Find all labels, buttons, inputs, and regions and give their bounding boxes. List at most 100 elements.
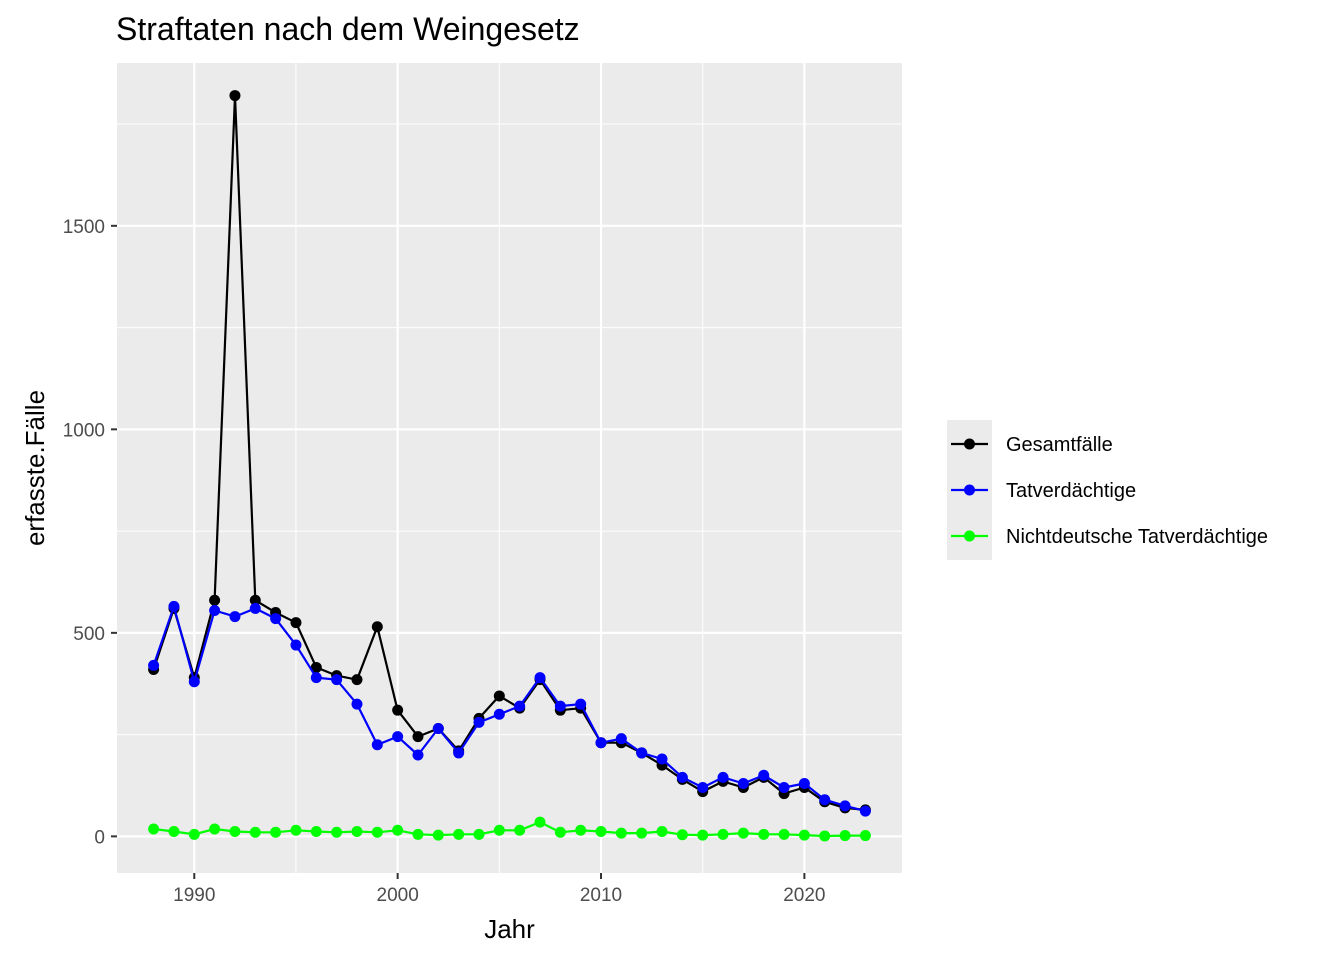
data-point xyxy=(798,777,810,789)
data-point xyxy=(554,826,566,838)
data-point xyxy=(859,805,871,817)
data-point xyxy=(514,700,526,712)
data-point xyxy=(636,747,648,759)
data-point xyxy=(758,828,770,840)
y-tick-label: 0 xyxy=(94,827,105,848)
data-point xyxy=(554,700,566,712)
data-point xyxy=(514,824,526,836)
data-point xyxy=(697,829,709,841)
x-axis-title: Jahr xyxy=(484,914,535,944)
data-point xyxy=(229,90,241,102)
data-point xyxy=(290,824,302,836)
legend-label: Gesamtfälle xyxy=(1006,434,1113,456)
data-point xyxy=(392,704,404,716)
data-point xyxy=(859,830,871,842)
data-point xyxy=(636,827,648,839)
chart-title: Straftaten nach dem Weingesetz xyxy=(116,11,580,47)
data-point xyxy=(737,827,749,839)
data-point xyxy=(209,604,221,616)
data-point xyxy=(595,825,607,837)
data-point xyxy=(392,824,404,836)
data-point xyxy=(615,827,627,839)
plot-panel xyxy=(117,63,902,873)
data-point xyxy=(473,716,485,728)
data-point xyxy=(798,829,810,841)
data-point xyxy=(351,674,363,686)
data-point xyxy=(371,739,383,751)
data-point xyxy=(351,825,363,837)
y-tick-label: 1500 xyxy=(63,217,105,238)
data-point xyxy=(270,613,282,625)
data-point xyxy=(168,825,180,837)
x-tick-label: 2020 xyxy=(783,885,825,906)
legend-label: Tatverdächtige xyxy=(1006,480,1136,502)
data-point xyxy=(493,690,505,702)
data-point xyxy=(148,823,160,835)
data-point xyxy=(493,824,505,836)
data-point xyxy=(473,828,485,840)
data-point xyxy=(229,611,241,623)
legend: Gesamtfälle Tatverdächtige Nichtdeutsche T… xyxy=(947,420,1268,560)
data-point xyxy=(290,639,302,651)
legend-marker xyxy=(964,530,975,542)
data-point xyxy=(453,828,465,840)
series-2 xyxy=(148,600,871,817)
data-point xyxy=(615,733,627,745)
x-tick-label: 2010 xyxy=(580,885,622,906)
legend-item: Nichtdeutsche Tatverdächtige xyxy=(951,526,1268,548)
data-point xyxy=(331,826,343,838)
data-point xyxy=(351,698,363,710)
data-point xyxy=(270,826,282,838)
data-point xyxy=(758,769,770,781)
data-point xyxy=(371,621,383,633)
data-point xyxy=(595,737,607,749)
data-point xyxy=(819,830,831,842)
data-point xyxy=(656,825,668,837)
legend-marker xyxy=(964,484,975,496)
data-point xyxy=(310,825,322,837)
data-point xyxy=(249,594,261,606)
data-point xyxy=(209,594,221,606)
legend-label: Nichtdeutsche Tatverdächtige xyxy=(1006,526,1268,548)
data-point xyxy=(778,782,790,794)
series-layer xyxy=(148,90,871,842)
y-tick-label: 500 xyxy=(73,624,105,645)
data-point xyxy=(331,674,343,686)
data-point xyxy=(819,794,831,806)
data-point xyxy=(188,828,200,840)
data-point xyxy=(453,747,465,759)
data-point xyxy=(534,816,546,828)
data-point xyxy=(534,672,546,684)
data-point xyxy=(717,771,729,783)
data-point xyxy=(148,659,160,671)
data-point xyxy=(310,661,322,673)
data-point xyxy=(493,708,505,720)
data-point xyxy=(839,800,851,812)
data-point xyxy=(575,698,587,710)
data-point xyxy=(392,731,404,743)
data-point xyxy=(412,731,424,743)
series-3 xyxy=(148,816,871,842)
legend-item: Gesamtfälle xyxy=(951,434,1113,456)
data-point xyxy=(778,828,790,840)
data-point xyxy=(432,723,444,735)
data-point xyxy=(676,771,688,783)
x-tick-label: 2000 xyxy=(377,885,419,906)
data-point xyxy=(188,676,200,688)
data-point xyxy=(249,826,261,838)
legend-marker xyxy=(964,438,975,450)
data-point xyxy=(656,753,668,765)
data-point xyxy=(676,829,688,841)
data-point xyxy=(229,825,241,837)
data-point xyxy=(290,617,302,629)
data-point xyxy=(839,830,851,842)
data-point xyxy=(575,824,587,836)
data-point xyxy=(697,782,709,794)
axis-ticks: 0 500 1000 1500 1990 2000 2010 2020 xyxy=(63,217,826,906)
data-point xyxy=(310,672,322,684)
data-point xyxy=(432,829,444,841)
data-point xyxy=(168,600,180,612)
y-axis-title: erfasste.Fälle xyxy=(20,390,50,546)
data-point xyxy=(717,828,729,840)
x-tick-label: 1990 xyxy=(173,885,215,906)
